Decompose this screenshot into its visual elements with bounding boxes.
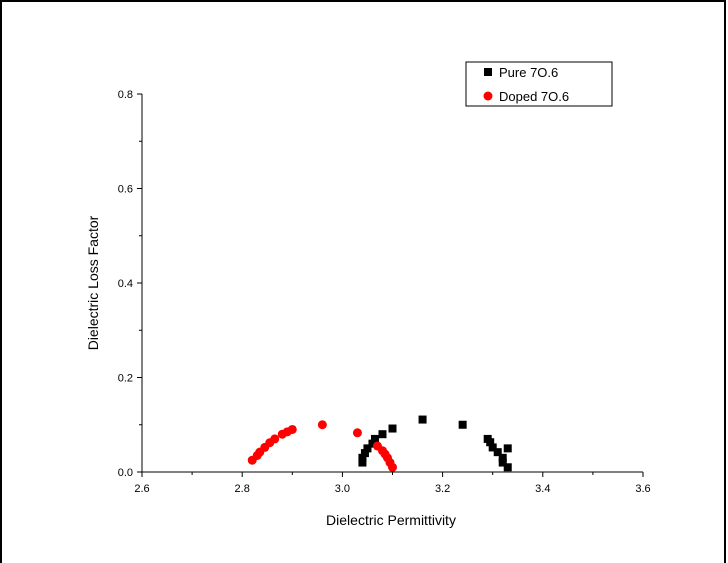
- legend-label-doped: Doped 7O.6: [499, 89, 569, 104]
- data-point-pure: [358, 453, 367, 462]
- x-tick-label: 2.6: [134, 483, 149, 495]
- legend-marker-pure: [484, 68, 492, 76]
- data-point-doped: [287, 424, 297, 434]
- data-point-pure: [503, 463, 512, 472]
- x-tick-label: 3.0: [335, 483, 350, 495]
- x-axis-title: Dielectric Permittivity: [326, 512, 456, 528]
- data-point-pure: [358, 458, 367, 467]
- data-point-pure: [488, 443, 497, 452]
- x-tick-label: 2.8: [235, 483, 250, 495]
- data-point-doped: [270, 434, 280, 444]
- data-point-pure: [378, 430, 387, 439]
- data-point-doped: [388, 462, 397, 472]
- y-tick-label: 0.0: [118, 467, 133, 479]
- data-point-pure: [368, 439, 377, 448]
- legend: Pure 7O.6 Doped 7O.6: [465, 61, 613, 107]
- data-point-pure: [360, 449, 369, 458]
- data-point-pure: [458, 420, 467, 429]
- data-point-pure: [493, 448, 502, 457]
- y-tick-label: 0.8: [118, 89, 133, 101]
- legend-marker-doped: [483, 91, 493, 101]
- x-tick-label: 3.6: [635, 483, 650, 495]
- data-point-pure: [498, 458, 507, 467]
- y-axis-title: Dielectric Loss Factor: [85, 215, 101, 350]
- data-points: [247, 415, 512, 472]
- legend-label-pure: Pure 7O.6: [499, 65, 558, 80]
- data-point-doped: [317, 420, 327, 430]
- x-tick-label: 3.2: [435, 483, 450, 495]
- data-point-pure: [503, 444, 512, 453]
- data-point-pure: [498, 453, 507, 462]
- data-point-doped: [352, 428, 362, 438]
- data-point-pure: [363, 444, 372, 453]
- axes: 2.6 2.8 3.0 3.2 3.4 3.6 0.0 0.2 0.4 0.6 0.8: [118, 89, 651, 495]
- data-point-pure: [486, 438, 495, 447]
- y-tick-label: 0.4: [118, 278, 133, 290]
- y-tick-label: 0.6: [118, 184, 133, 196]
- data-point-pure: [370, 434, 379, 443]
- data-point-pure: [418, 415, 427, 424]
- x-tick-label: 3.4: [535, 483, 550, 495]
- y-tick-label: 0.2: [118, 373, 133, 385]
- data-point-pure: [388, 424, 397, 433]
